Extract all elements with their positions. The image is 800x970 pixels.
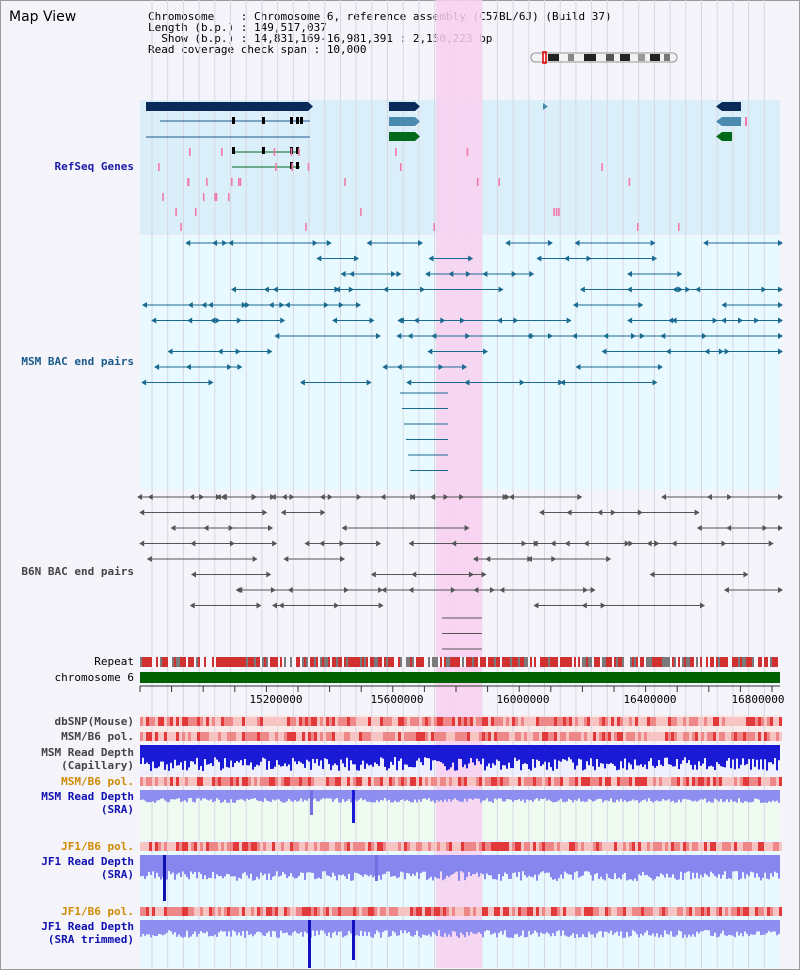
- msm-read-depth-capillary-label[interactable]: MSM Read Depth: [41, 746, 134, 759]
- repeat-track[interactable]: [140, 657, 780, 667]
- msm-read-depth-capillary-sublabel: (Capillary): [61, 759, 134, 772]
- b6n-bac-features[interactable]: [137, 494, 783, 650]
- read-depth-tracks[interactable]: [140, 745, 780, 968]
- dbsnp-label[interactable]: dbSNP(Mouse): [54, 715, 134, 728]
- span-value: 10,000: [326, 43, 367, 56]
- length-value: 149,517,037: [253, 21, 327, 34]
- jf1-read-depth-trimmed-label[interactable]: JF1 Read Depth: [41, 920, 134, 933]
- show-key: Show (b.p.) :: [161, 32, 248, 45]
- msm-b6-pol-label[interactable]: MSM/B6 pol.: [61, 730, 134, 743]
- selected-region-highlight[interactable]: [436, 0, 482, 968]
- axis-tick-label: 15200000: [250, 693, 303, 706]
- grid-lines: [151, 0, 765, 968]
- jf1-b6-pol-label-2[interactable]: JF1/B6 pol.: [61, 905, 134, 918]
- jf1-read-depth-sra-sublabel: (SRA): [100, 868, 134, 881]
- jf1-b6-pol-label[interactable]: JF1/B6 pol.: [61, 840, 134, 853]
- polymorphism-heat-tracks[interactable]: [140, 717, 782, 916]
- jf1-read-depth-trimmed-sublabel: (SRA trimmed): [47, 933, 134, 946]
- axis-tick-label: 16800000: [732, 693, 785, 706]
- position-axis: [139, 685, 780, 692]
- msm-read-depth-sra-label[interactable]: MSM Read Depth: [41, 790, 134, 803]
- msm-b6-pol-label-2[interactable]: MSM/B6 pol.: [61, 775, 134, 788]
- page-title: Map View: [9, 9, 77, 25]
- axis-tick-label: 15600000: [371, 693, 424, 706]
- b6n-bac-label[interactable]: B6N BAC end pairs: [21, 565, 134, 578]
- jf1-read-depth-sra-label[interactable]: JF1 Read Depth: [41, 855, 134, 868]
- chromosome-key: Chromosome :: [148, 10, 248, 23]
- chromosome-ideogram[interactable]: [530, 51, 678, 64]
- chromosome-bar[interactable]: [140, 672, 780, 683]
- axis-tick-label: 16400000: [624, 693, 677, 706]
- msm-bac-features[interactable]: [141, 240, 783, 471]
- refseq-genes-label[interactable]: RefSeq Genes: [54, 160, 134, 173]
- chromosome-label: chromosome 6: [54, 671, 134, 684]
- axis-tick-label: 16000000: [497, 693, 550, 706]
- refseq-gene-models[interactable]: [146, 102, 747, 231]
- msm-read-depth-sra-sublabel: (SRA): [100, 803, 134, 816]
- repeat-label: Repeat: [94, 655, 134, 668]
- msm-bac-label[interactable]: MSM BAC end pairs: [21, 355, 134, 368]
